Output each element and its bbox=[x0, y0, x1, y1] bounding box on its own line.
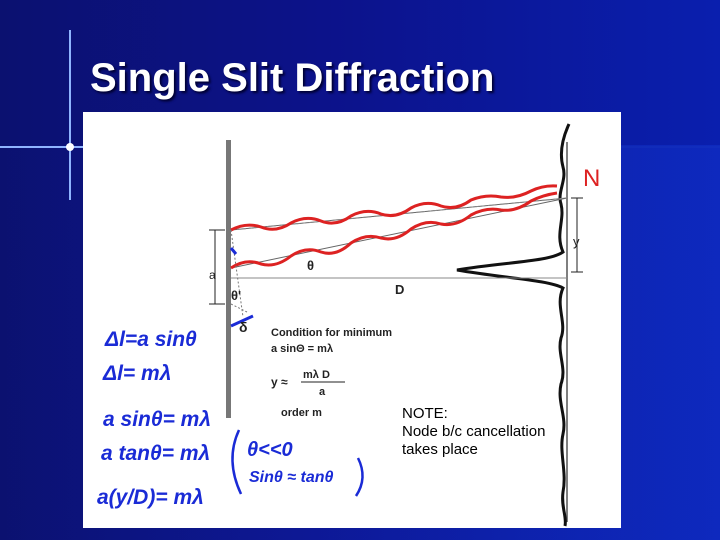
note-text: NOTE: Node b/c cancellation takes place bbox=[402, 405, 546, 458]
y-formula-numerator: mλ D bbox=[303, 369, 330, 381]
handwritten-bracket-line-1: θ<<0 bbox=[247, 439, 293, 461]
order-m-label: order m bbox=[281, 407, 322, 419]
handwritten-bracket-line-2: Sinθ ≈ tanθ bbox=[249, 469, 333, 486]
y-formula-denominator: a bbox=[319, 386, 326, 398]
handwritten-line-4: a tanθ= mλ bbox=[101, 442, 210, 465]
diffraction-figure: a θ θ' δ D y N Condition for minimum a s… bbox=[83, 112, 621, 528]
label-delta: δ bbox=[239, 319, 248, 335]
y-formula-lhs: y ≈ bbox=[271, 375, 288, 389]
label-a: a bbox=[209, 268, 216, 282]
blue-mark bbox=[230, 314, 254, 328]
condition-heading: Condition for minimum bbox=[271, 327, 392, 339]
slit-barrier bbox=[226, 140, 231, 418]
handwritten-line-1: Δl=a sinθ bbox=[104, 328, 197, 351]
label-D: D bbox=[395, 282, 404, 297]
slide-title: Single Slit Diffraction bbox=[90, 56, 495, 100]
label-N: N bbox=[583, 165, 600, 192]
handwritten-line-5: a(y/D)= mλ bbox=[97, 486, 204, 509]
handwritten-line-3: a sinθ= mλ bbox=[103, 408, 211, 431]
handwritten-line-2: Δl= mλ bbox=[102, 362, 171, 385]
label-theta-prime: θ' bbox=[231, 288, 241, 303]
red-wavy-ray-top bbox=[230, 184, 558, 232]
label-y: y bbox=[573, 234, 580, 249]
red-wavy-ray-bottom bbox=[230, 191, 558, 270]
handwritten-bracket bbox=[231, 429, 243, 495]
condition-formula: a sinΘ = mλ bbox=[271, 343, 333, 355]
intensity-curve bbox=[456, 123, 571, 527]
label-theta: θ bbox=[307, 258, 314, 273]
diffraction-diagram: a θ θ' δ D y N Condition for minimum a s… bbox=[97, 123, 600, 527]
